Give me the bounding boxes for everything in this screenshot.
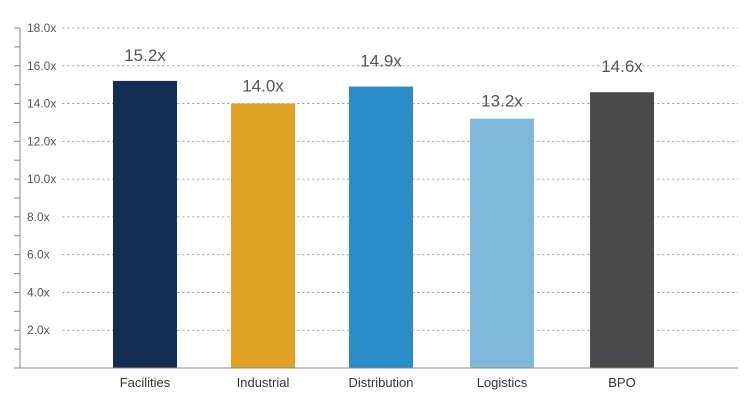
y-tick-label: 10.0x [27, 172, 56, 186]
bars [113, 80, 654, 369]
y-tick-label: 2.0x [27, 323, 50, 337]
axes [14, 27, 738, 369]
data-label: 14.0x [242, 77, 284, 96]
y-tick-label: 14.0x [27, 97, 56, 111]
bar-bpo [590, 92, 654, 368]
data-label: 13.2x [481, 92, 523, 111]
bar-industrial [231, 103, 295, 369]
data-label: 15.2x [124, 46, 166, 65]
x-category-label: BPO [608, 375, 635, 390]
y-tick-label: 4.0x [27, 285, 50, 299]
data-label: 14.9x [360, 52, 402, 71]
y-tick-label: 8.0x [27, 210, 50, 224]
y-tick-label: 18.0x [27, 21, 56, 35]
x-category-label: Industrial [237, 375, 290, 390]
x-category-label: Distribution [348, 375, 413, 390]
labels: 2.0x 4.0x 6.0x 8.0x 10.0x 12.0x 14.0x 16.0x 18.0… [27, 21, 643, 390]
x-category-label: Facilities [120, 375, 171, 390]
bar-distribution [349, 86, 413, 369]
data-label: 14.6x [601, 57, 643, 76]
y-tick-label: 12.0x [27, 134, 56, 148]
bar-logistics [470, 118, 534, 369]
bar-facilities [113, 80, 177, 368]
y-tick-label: 16.0x [27, 59, 56, 73]
y-tick-label: 6.0x [27, 248, 50, 262]
x-category-label: Logistics [477, 375, 528, 390]
